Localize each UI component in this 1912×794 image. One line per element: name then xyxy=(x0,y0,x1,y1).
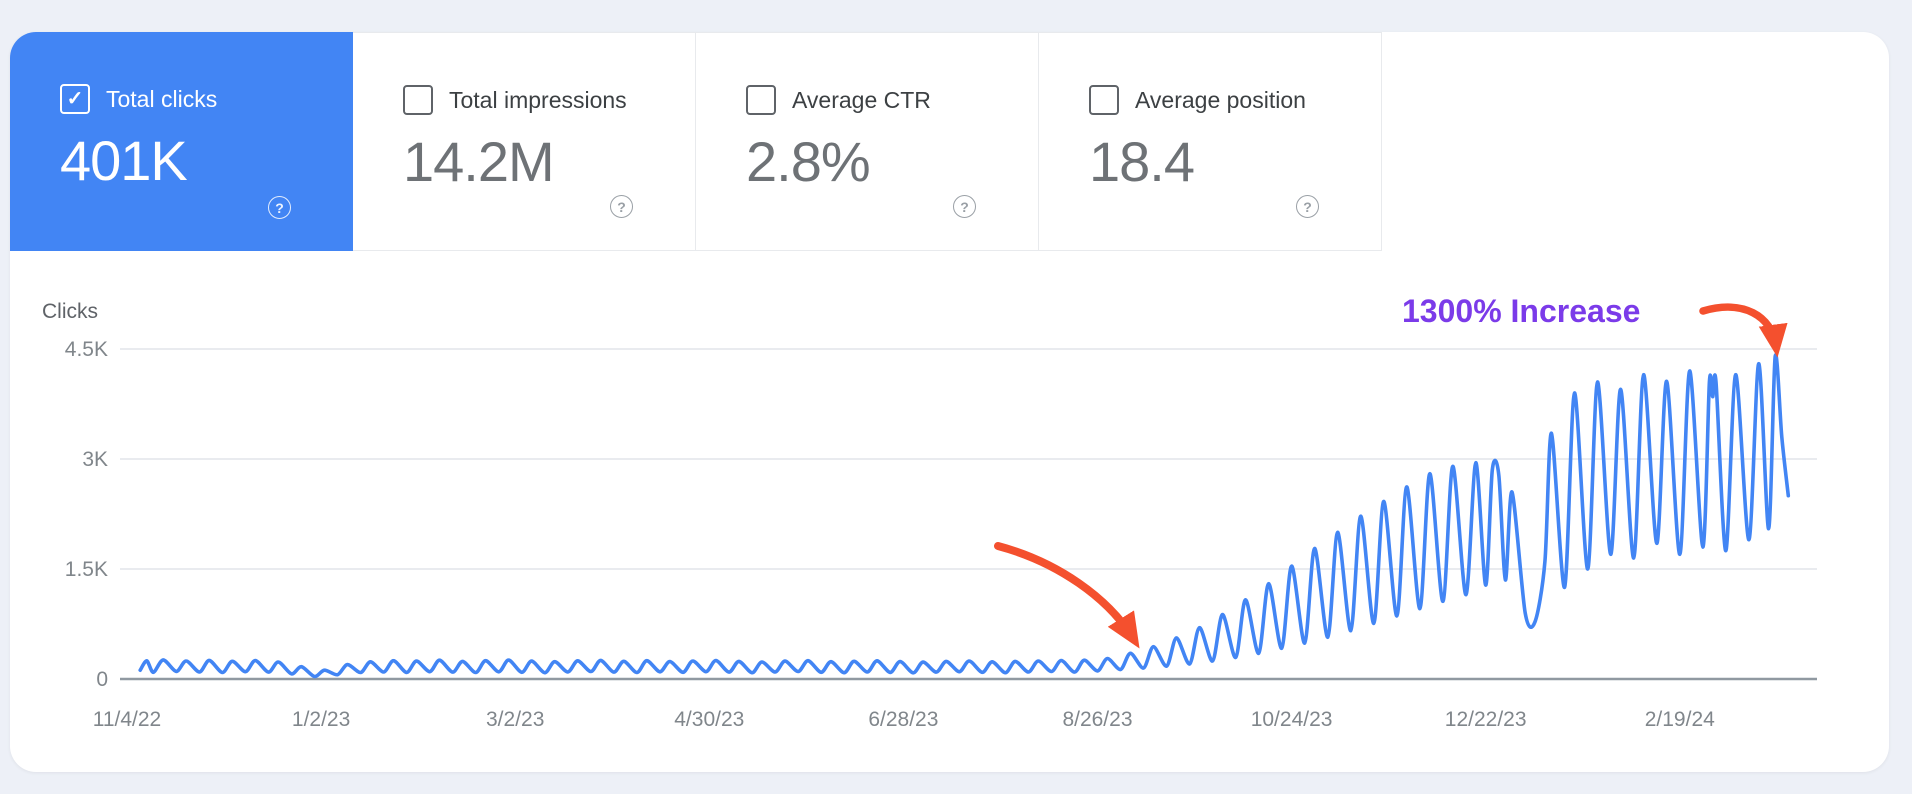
card-label: Total impressions xyxy=(449,86,627,113)
card-label: Average position xyxy=(1135,86,1306,113)
metric-card-total-clicks[interactable]: ✓ Total clicks 401K ? xyxy=(10,32,353,251)
card-value: 18.4 xyxy=(1089,130,1195,193)
metric-card-average-ctr[interactable]: ✓ Average CTR 2.8% ? xyxy=(696,32,1039,251)
card-value: 2.8% xyxy=(746,130,871,193)
card-value: 401K xyxy=(60,129,188,192)
metric-cards-row: ✓ Total clicks 401K ? ✓ Total impression… xyxy=(10,32,1382,251)
checkbox-total-impressions[interactable]: ✓ xyxy=(403,85,433,115)
checkbox-total-clicks[interactable]: ✓ xyxy=(60,84,90,114)
help-icon[interactable]: ? xyxy=(610,195,633,218)
help-icon[interactable]: ? xyxy=(1296,195,1319,218)
card-label: Total clicks xyxy=(106,85,218,112)
checkmark-icon: ✓ xyxy=(66,88,84,110)
metric-card-average-position[interactable]: ✓ Average position 18.4 ? xyxy=(1039,32,1382,251)
card-label: Average CTR xyxy=(792,86,931,113)
metric-card-total-impressions[interactable]: ✓ Total impressions 14.2M ? xyxy=(353,32,696,251)
help-icon[interactable]: ? xyxy=(953,195,976,218)
y-axis-title: Clicks xyxy=(42,300,98,323)
help-icon[interactable]: ? xyxy=(268,196,291,219)
increase-annotation: 1300% Increase xyxy=(1402,293,1641,329)
card-value: 14.2M xyxy=(403,130,555,193)
checkbox-average-ctr[interactable]: ✓ xyxy=(746,85,776,115)
checkbox-average-position[interactable]: ✓ xyxy=(1089,85,1119,115)
